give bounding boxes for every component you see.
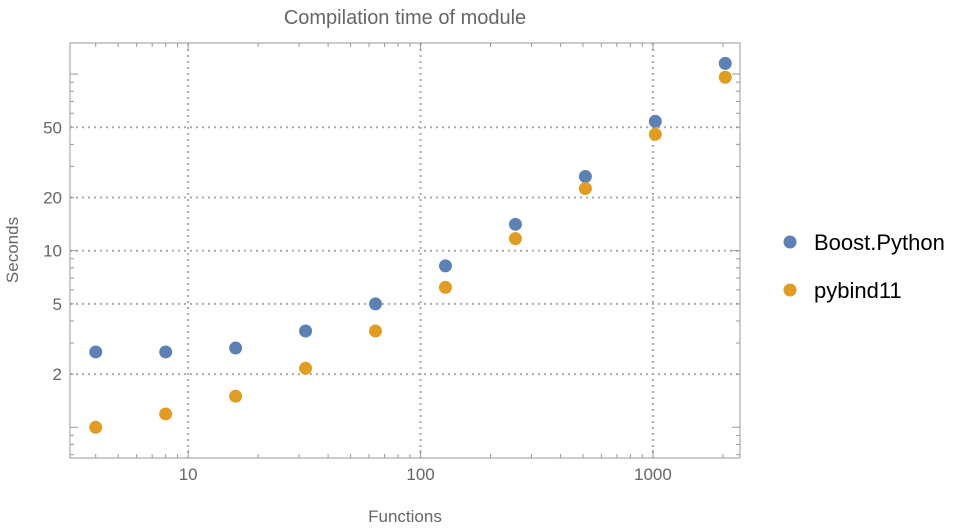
- y-tick-label: 10: [43, 242, 62, 261]
- y-tick-label: 2: [53, 365, 62, 384]
- data-point-boost-python: [89, 345, 103, 359]
- data-point-boost-python: [578, 170, 592, 184]
- data-point-boost-python: [718, 56, 732, 70]
- data-point-boost-python: [438, 259, 452, 273]
- data-point-pybind11: [369, 324, 383, 338]
- data-point-pybind11: [229, 389, 243, 403]
- y-tick-label: 50: [43, 118, 62, 137]
- x-tick-label: 100: [406, 465, 434, 484]
- chart-title: Compilation time of module: [284, 7, 526, 29]
- data-point-pybind11: [718, 70, 732, 84]
- legend-marker-boost-python: [783, 235, 797, 249]
- y-tick-label: 20: [43, 189, 62, 208]
- data-point-pybind11: [438, 280, 452, 294]
- x-tick-label: 10: [179, 465, 198, 484]
- legend-label-boost-python: Boost.Python: [814, 230, 945, 255]
- data-point-pybind11: [578, 181, 592, 195]
- data-point-boost-python: [159, 345, 173, 359]
- data-point-boost-python: [648, 114, 662, 128]
- data-point-boost-python: [508, 217, 522, 231]
- data-point-pybind11: [159, 407, 173, 421]
- data-point-pybind11: [89, 420, 103, 434]
- data-point-boost-python: [369, 297, 383, 311]
- plot-frame: [69, 42, 741, 459]
- legend-label-pybind11: pybind11: [814, 278, 902, 303]
- data-point-pybind11: [299, 361, 313, 375]
- data-point-pybind11: [648, 127, 662, 141]
- data-point-pybind11: [508, 232, 522, 246]
- axis-ticks: 10 100 1000 2 5 10 20 50: [43, 43, 740, 484]
- legend-marker-pybind11: [783, 283, 797, 297]
- y-axis-label: Seconds: [3, 217, 22, 283]
- data-point-boost-python: [229, 341, 243, 355]
- x-tick-label: 1000: [634, 465, 672, 484]
- gridlines: [70, 43, 740, 458]
- y-tick-label: 5: [53, 295, 62, 314]
- data-points: [89, 56, 732, 434]
- data-point-boost-python: [299, 324, 313, 338]
- x-axis-label: Functions: [368, 507, 442, 525]
- legend: Boost.Python pybind11: [783, 230, 945, 303]
